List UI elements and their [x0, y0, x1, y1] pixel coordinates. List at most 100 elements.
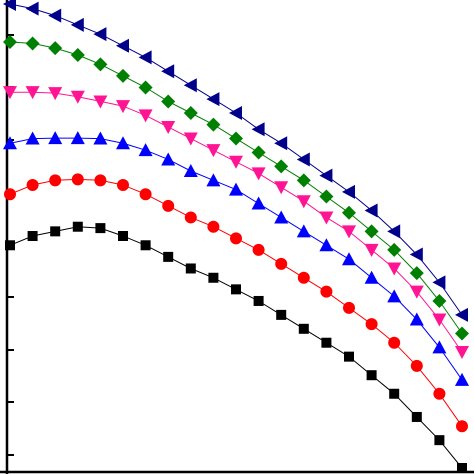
data-point-diamond-8: [183, 106, 198, 121]
data-point-triangle-down-3: [70, 90, 85, 104]
data-point-triangle-left-0: [3, 0, 16, 11]
data-point-circle-5: [117, 178, 129, 191]
series-triangle-left: [3, 0, 468, 322]
data-point-triangle-down-6: [138, 109, 153, 123]
data-point-triangle-up-20: [455, 372, 469, 386]
data-point-triangle-left-8: [183, 78, 197, 93]
data-point-triangle-down-12: [274, 181, 289, 195]
data-point-triangle-up-10: [229, 182, 243, 196]
data-point-triangle-left-16: [364, 203, 378, 218]
series-diamond: [3, 35, 469, 341]
data-point-triangle-up-19: [432, 340, 447, 354]
data-point-diamond-10: [229, 131, 243, 146]
data-point-triangle-down-2: [48, 87, 63, 101]
data-point-triangle-left-10: [229, 106, 242, 121]
data-point-triangle-left-15: [342, 184, 355, 199]
data-point-square-3: [72, 221, 83, 232]
data-point-square-2: [50, 226, 61, 237]
series-triangle-down: [3, 86, 469, 359]
data-point-triangle-left-20: [455, 307, 468, 322]
data-point-triangle-left-14: [319, 168, 333, 183]
data-point-circle-19: [433, 387, 446, 400]
data-point-triangle-left-13: [296, 152, 310, 167]
data-point-triangle-left-19: [432, 275, 446, 290]
data-point-square-7: [163, 251, 174, 262]
data-point-square-1: [27, 231, 38, 241]
data-point-triangle-down-1: [25, 86, 40, 100]
data-point-triangle-up-9: [206, 173, 221, 187]
data-point-diamond-4: [93, 57, 108, 72]
data-point-circle-3: [71, 173, 84, 186]
data-point-triangle-down-15: [342, 225, 356, 239]
data-point-diamond-2: [48, 41, 63, 56]
data-point-square-8: [185, 263, 196, 274]
data-point-circle-8: [184, 211, 197, 224]
data-point-diamond-20: [455, 326, 469, 341]
data-point-triangle-down-19: [432, 313, 447, 327]
data-point-triangle-down-20: [455, 346, 469, 359]
data-point-triangle-up-18: [409, 312, 424, 326]
data-point-triangle-up-5: [116, 136, 130, 150]
data-point-square-9: [208, 272, 219, 283]
data-point-square-5: [118, 231, 128, 241]
data-point-triangle-up-15: [342, 252, 356, 266]
data-point-triangle-up-0: [3, 136, 17, 150]
series-square: [5, 221, 467, 473]
data-point-triangle-down-9: [206, 144, 221, 158]
series-circle: [4, 173, 468, 433]
data-point-diamond-0: [3, 35, 17, 50]
data-point-circle-9: [207, 220, 220, 233]
data-point-circle-1: [26, 178, 39, 191]
data-point-circle-17: [388, 336, 401, 349]
data-point-diamond-11: [251, 145, 266, 160]
data-point-circle-4: [94, 174, 107, 187]
series-triangle-up: [3, 131, 469, 386]
data-point-square-16: [366, 370, 377, 381]
data-point-diamond-6: [138, 80, 153, 95]
data-point-square-4: [95, 223, 106, 234]
data-point-square-10: [231, 284, 241, 295]
data-point-square-6: [140, 240, 151, 251]
data-point-triangle-down-14: [319, 211, 334, 225]
data-point-diamond-19: [432, 293, 447, 308]
data-point-triangle-up-14: [319, 238, 334, 252]
data-point-triangle-down-5: [116, 100, 130, 114]
data-point-circle-12: [275, 257, 288, 270]
data-point-square-19: [434, 435, 445, 446]
data-point-triangle-up-2: [48, 131, 63, 145]
data-point-square-11: [253, 295, 264, 306]
data-point-diamond-18: [409, 266, 424, 281]
data-point-triangle-up-16: [364, 270, 379, 284]
data-point-triangle-left-7: [161, 64, 175, 79]
data-point-triangle-up-8: [183, 164, 198, 178]
data-point-triangle-left-9: [206, 92, 220, 107]
data-point-triangle-up-7: [161, 152, 176, 166]
data-point-diamond-13: [296, 173, 311, 188]
data-point-triangle-up-3: [70, 131, 85, 145]
data-point-diamond-9: [206, 117, 221, 132]
data-point-triangle-left-6: [138, 50, 152, 65]
data-point-square-12: [276, 309, 287, 320]
data-point-square-14: [321, 337, 332, 348]
data-point-triangle-up-13: [296, 224, 311, 238]
data-point-square-20: [457, 463, 467, 473]
data-point-diamond-17: [387, 242, 402, 257]
data-point-diamond-12: [274, 159, 289, 174]
data-point-triangle-left-12: [274, 136, 288, 151]
data-point-diamond-5: [116, 68, 130, 83]
data-point-circle-16: [365, 318, 378, 331]
data-point-triangle-up-17: [387, 289, 402, 303]
data-point-circle-14: [320, 285, 333, 298]
data-point-triangle-down-10: [229, 155, 243, 169]
data-point-circle-10: [230, 232, 242, 245]
data-point-triangle-up-1: [25, 131, 40, 145]
data-point-circle-11: [252, 243, 265, 256]
data-point-triangle-up-12: [274, 210, 289, 224]
data-point-square-17: [389, 388, 400, 399]
data-point-triangle-left-5: [116, 38, 129, 53]
series-layer: [3, 0, 469, 473]
data-point-diamond-7: [161, 94, 176, 109]
data-point-square-13: [298, 323, 309, 334]
data-point-triangle-left-4: [93, 27, 107, 42]
